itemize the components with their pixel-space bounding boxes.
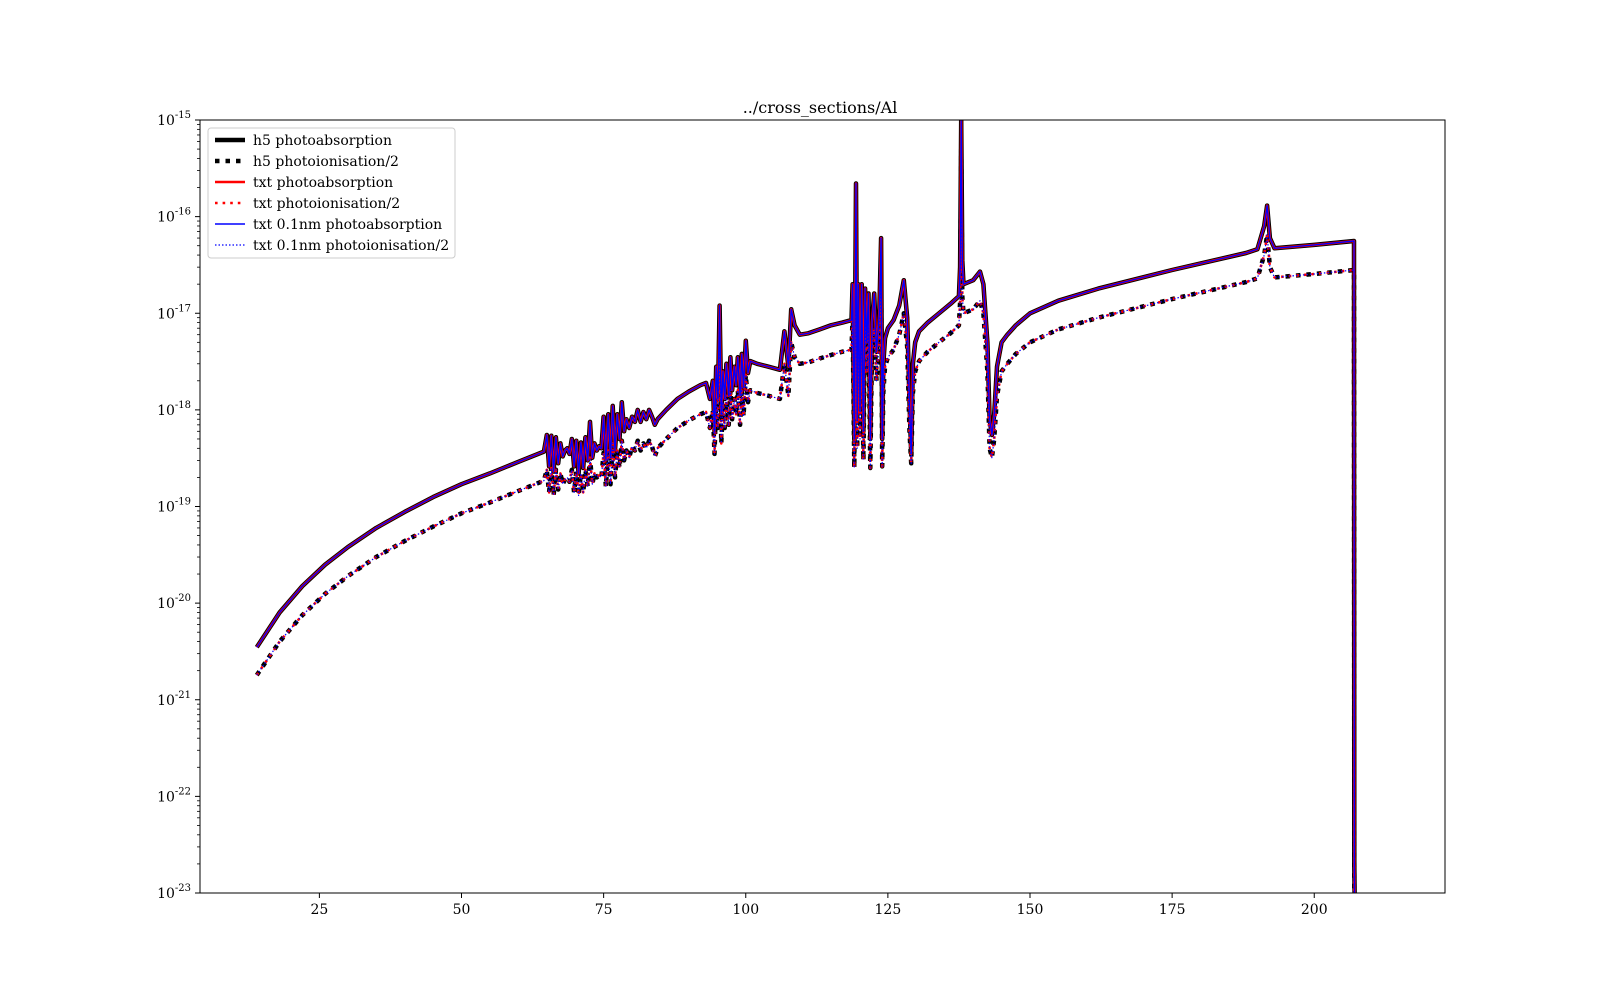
legend-label-0: h5 photoabsorption (253, 133, 392, 149)
chart-title: ../cross_sections/Al (743, 98, 898, 117)
legend-label-3: txt photoionisation/2 (253, 196, 400, 212)
x-tick-label: 200 (1301, 902, 1328, 918)
x-tick-label: 25 (310, 902, 328, 918)
series-line-5 (256, 148, 1355, 893)
x-tick-label: 150 (1017, 902, 1044, 918)
series-layer (254, 120, 1357, 893)
series-line-4 (256, 120, 1356, 893)
x-tick-label: 50 (453, 902, 471, 918)
legend: h5 photoabsorption h5 photoionisation/2 tx… (207, 127, 456, 259)
legend-label-5: txt 0.1nm photoionisation/2 (253, 238, 449, 254)
y-tick-label: 10-21 (157, 690, 191, 709)
series-line-3 (255, 147, 1356, 893)
x-tick-label: 125 (875, 902, 902, 918)
y-tick-label: 10-23 (157, 883, 191, 902)
x-axis: 25 50 75 100 125 150 175 200 (310, 893, 1328, 918)
y-tick-label: 10-18 (157, 400, 191, 419)
series-line-1 (254, 146, 1357, 893)
y-tick-label: 10-16 (157, 207, 191, 226)
x-tick-label: 100 (732, 902, 759, 918)
legend-label-4: txt 0.1nm photoabsorption (253, 217, 442, 233)
legend-label-1: h5 photoionisation/2 (253, 154, 399, 170)
y-tick-label: 10-15 (157, 110, 191, 129)
y-tick-label: 10-17 (157, 303, 191, 322)
x-tick-label: 75 (595, 902, 613, 918)
legend-label-2: txt photoabsorption (253, 175, 393, 191)
y-tick-label: 10-19 (157, 497, 191, 516)
y-tick-label: 10-20 (157, 593, 191, 612)
x-tick-label: 175 (1159, 902, 1186, 918)
legend-box (207, 127, 456, 259)
y-axis: 10-23 10-22 10-21 10-20 10-19 10-18 10-17 10-16… (157, 110, 200, 902)
y-tick-label: 10-22 (157, 786, 191, 805)
